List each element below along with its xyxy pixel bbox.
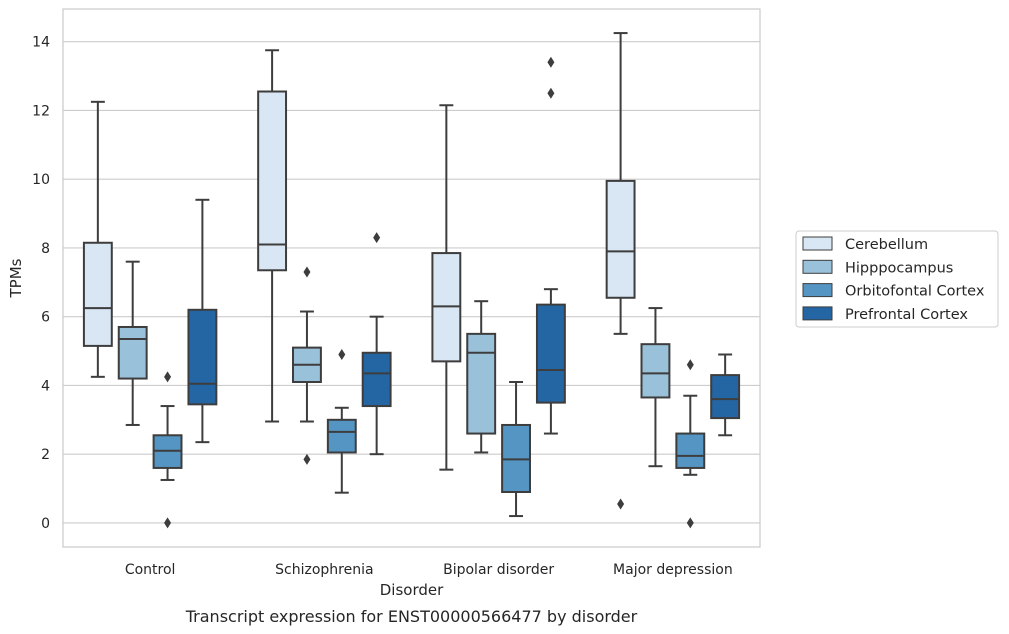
legend-label: Cerebellum xyxy=(845,237,928,253)
outlier-point xyxy=(303,266,311,278)
y-tick-label: 10 xyxy=(32,172,50,188)
box-orbitofontal-cortex-0 xyxy=(152,371,183,529)
x-tick-labels: Control Schizophrenia Bipolar disorder Majo… xyxy=(125,562,733,578)
chart-caption: Transcript expression for ENST0000056647… xyxy=(185,607,638,626)
box-prefrontal-cortex-2 xyxy=(535,56,566,435)
legend-label: Hipppocampus xyxy=(845,260,953,276)
outlier-point xyxy=(373,232,381,244)
legend-swatch xyxy=(802,306,833,321)
x-tick-label: Bipolar disorder xyxy=(443,562,554,578)
box-iqr xyxy=(710,374,741,420)
legend-label: Orbitofontal Cortex xyxy=(845,284,985,300)
x-tick-label: Major depression xyxy=(613,562,733,578)
legend-swatch xyxy=(802,236,833,251)
box-iqr xyxy=(675,432,706,469)
box-hipppocampus-3 xyxy=(640,307,671,468)
y-axis-title: TPMs xyxy=(7,258,25,298)
y-tick-labels: 0 2 4 6 8 10 12 14 xyxy=(32,35,50,532)
legend-swatch xyxy=(802,283,833,298)
y-tick-label: 14 xyxy=(32,35,50,51)
box-plots xyxy=(82,32,741,529)
box-iqr xyxy=(117,325,148,380)
box-iqr xyxy=(605,179,636,299)
y-tick-label: 12 xyxy=(32,103,50,119)
box-iqr xyxy=(466,332,497,435)
box-iqr xyxy=(187,308,218,406)
x-tick-label: Control xyxy=(125,562,176,578)
outlier-point xyxy=(686,517,694,529)
outlier-point xyxy=(164,517,172,529)
y-tick-label: 2 xyxy=(41,447,50,463)
box-hipppocampus-2 xyxy=(466,300,497,454)
legend-label: Prefrontal Cortex xyxy=(845,307,968,323)
box-iqr xyxy=(326,418,357,454)
outlier-point xyxy=(617,498,625,510)
legend: Cerebellum Hipppocampus Orbitofontal Corte… xyxy=(795,230,999,328)
box-prefrontal-cortex-1 xyxy=(361,232,392,456)
y-tick-label: 0 xyxy=(41,516,50,532)
box-orbitofontal-cortex-1 xyxy=(326,348,357,494)
legend-frame xyxy=(795,230,999,328)
box-hipppocampus-1 xyxy=(292,266,322,465)
box-cerebellum-1 xyxy=(257,49,288,423)
box-cerebellum-3 xyxy=(605,32,636,510)
legend-swatch xyxy=(802,259,833,274)
outlier-point xyxy=(164,371,172,383)
y-tick-label: 8 xyxy=(41,241,50,257)
box-iqr xyxy=(361,351,392,408)
box-iqr xyxy=(82,241,113,347)
box-orbitofontal-cortex-2 xyxy=(501,380,531,518)
y-tick-label: 4 xyxy=(41,378,50,394)
outlier-point xyxy=(338,348,346,360)
box-prefrontal-cortex-3 xyxy=(710,353,741,437)
outlier-point xyxy=(547,87,555,99)
outlier-point xyxy=(547,56,555,68)
box-prefrontal-cortex-0 xyxy=(187,198,218,444)
x-tick-label: Schizophrenia xyxy=(275,562,373,578)
box-hipppocampus-0 xyxy=(117,260,148,426)
outlier-point xyxy=(303,453,311,465)
box-iqr xyxy=(535,303,566,404)
box-orbitofontal-cortex-3 xyxy=(675,359,706,529)
box-iqr xyxy=(640,343,671,399)
outlier-point xyxy=(686,359,694,371)
box-iqr xyxy=(257,90,288,272)
x-axis-title: Disorder xyxy=(380,581,444,599)
box-cerebellum-2 xyxy=(431,104,462,471)
y-tick-label: 6 xyxy=(41,310,50,326)
plot-frame xyxy=(62,8,761,548)
box-cerebellum-0 xyxy=(82,100,113,378)
